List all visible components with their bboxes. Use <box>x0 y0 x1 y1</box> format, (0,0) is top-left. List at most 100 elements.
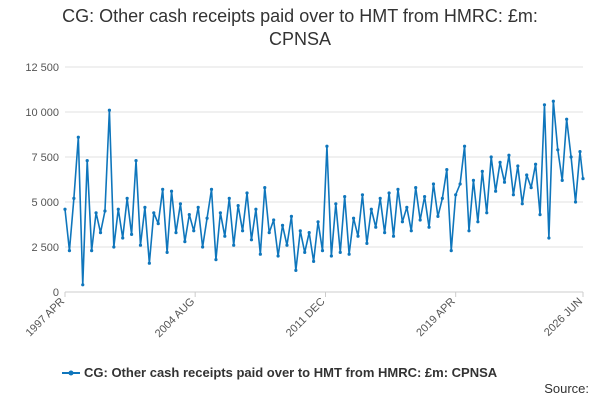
data-point <box>205 216 209 220</box>
data-point <box>502 180 507 184</box>
x-tick-label: 2026 JUN <box>542 296 585 339</box>
data-point <box>449 249 453 253</box>
data-point <box>525 173 529 177</box>
y-tick-label: 0 <box>53 287 59 299</box>
y-tick-label: 2 500 <box>31 242 59 254</box>
data-point <box>516 164 520 168</box>
data-point <box>569 155 573 159</box>
data-point <box>374 225 378 229</box>
data-point <box>581 177 585 181</box>
data-point <box>542 103 547 107</box>
data-point <box>107 108 111 112</box>
data-point <box>183 240 187 244</box>
legend-label[interactable]: CG: Other cash receipts paid over to HMT… <box>84 365 498 380</box>
data-point <box>485 211 489 215</box>
data-point <box>560 178 564 182</box>
data-point <box>578 150 582 154</box>
data-point <box>547 236 551 240</box>
data-point <box>218 211 222 215</box>
data-point <box>112 245 116 249</box>
data-point <box>103 209 107 213</box>
x-tick-label: 2004 AUG <box>153 296 197 340</box>
data-point <box>169 189 174 193</box>
data-point <box>249 238 254 242</box>
data-point <box>214 258 218 262</box>
data-point <box>307 231 311 235</box>
data-point <box>400 220 405 224</box>
data-point <box>556 148 560 152</box>
data-point <box>565 117 569 121</box>
data-point <box>440 196 444 200</box>
data-point <box>298 229 302 233</box>
y-tick-label: 5 000 <box>31 197 59 209</box>
data-point <box>427 225 431 229</box>
data-point <box>263 186 267 190</box>
data-point <box>116 207 120 211</box>
y-tick-label: 10 000 <box>25 107 59 119</box>
data-point <box>480 169 484 173</box>
data-point <box>121 236 125 240</box>
data-point <box>267 231 271 235</box>
data-point <box>161 187 165 191</box>
data-point <box>356 234 360 238</box>
data-point <box>245 191 249 195</box>
legend-swatch <box>68 370 74 376</box>
data-point <box>387 191 391 195</box>
data-point <box>320 249 325 253</box>
data-point <box>476 220 480 224</box>
data-point <box>152 211 156 215</box>
data-point <box>529 186 533 190</box>
data-point <box>134 159 138 163</box>
data-point <box>76 135 80 139</box>
data-point <box>405 205 409 209</box>
data-point <box>351 216 356 220</box>
data-point <box>494 189 498 193</box>
data-point <box>90 249 94 253</box>
y-tick-label: 7 500 <box>31 152 59 164</box>
source: Source: <box>544 381 589 396</box>
data-point <box>285 243 289 247</box>
data-point <box>418 218 422 222</box>
data-point <box>334 202 338 206</box>
data-point <box>81 283 85 287</box>
data-point <box>458 182 462 186</box>
data-point <box>312 259 316 263</box>
data-point <box>63 207 67 211</box>
data-point <box>471 178 476 182</box>
data-point <box>498 160 502 164</box>
data-point <box>232 243 236 247</box>
data-point <box>129 232 134 236</box>
data-point <box>462 144 467 148</box>
data-point <box>201 245 205 249</box>
data-point <box>467 229 471 233</box>
data-point <box>192 229 196 233</box>
data-point <box>187 213 191 217</box>
data-point <box>329 254 333 258</box>
data-point <box>360 193 365 197</box>
y-tick-label: 12 500 <box>25 62 59 74</box>
data-point <box>178 202 183 206</box>
data-point <box>72 196 76 200</box>
data-point <box>338 250 342 254</box>
data-point <box>240 229 245 233</box>
data-point <box>343 195 347 199</box>
x-tick-label: 2011 DEC <box>284 296 328 340</box>
data-point <box>365 241 369 245</box>
data-point <box>156 222 160 226</box>
data-point <box>414 186 418 190</box>
data-point <box>391 234 396 238</box>
data-point <box>236 204 240 208</box>
data-point <box>383 231 387 235</box>
data-point <box>98 231 103 235</box>
data-point <box>316 220 320 224</box>
data-point <box>165 250 169 254</box>
data-point <box>254 207 258 211</box>
data-point <box>436 214 440 218</box>
data-point <box>174 231 178 235</box>
data-point <box>396 187 400 191</box>
data-point <box>258 252 262 256</box>
data-point <box>280 223 285 227</box>
data-point <box>196 205 200 209</box>
data-point <box>125 196 129 200</box>
